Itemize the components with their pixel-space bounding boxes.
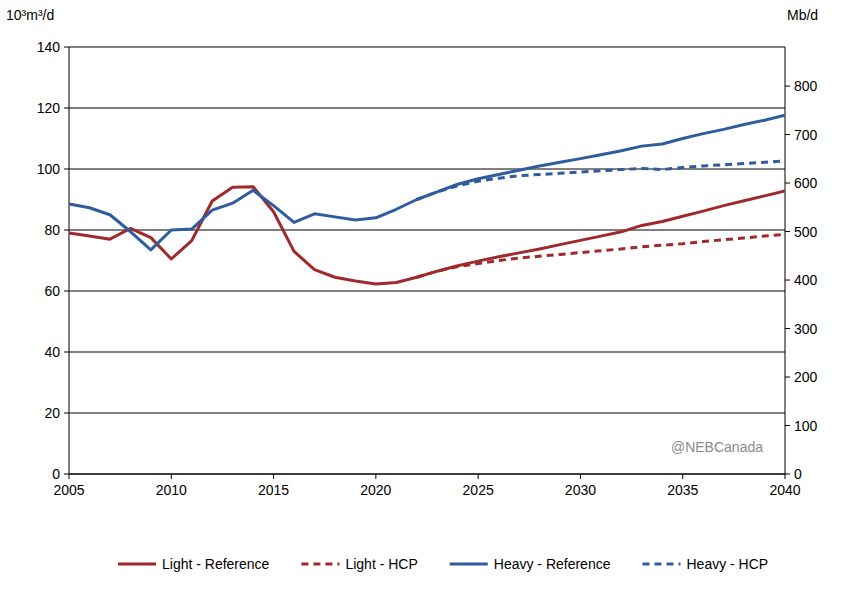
y2-tick <box>785 328 790 329</box>
y-tick-label: 120 <box>37 100 61 116</box>
x-tick <box>580 474 581 479</box>
y2-tick-label: 400 <box>794 272 818 288</box>
legend-label: Light - HCP <box>345 556 417 572</box>
series-line <box>69 187 785 284</box>
y2-tick-label: 700 <box>794 127 818 143</box>
y2-tick-label: 800 <box>794 78 818 94</box>
y-tick-label: 100 <box>37 161 61 177</box>
legend-label: Light - Reference <box>162 556 270 572</box>
y-tick <box>64 474 69 475</box>
y2-tick-label: 300 <box>794 321 818 337</box>
chart: 0204060801001201400100200300400500600700… <box>0 0 846 604</box>
legend-swatch <box>450 563 488 566</box>
legend: Light - Reference Light - HCP Heavy - Refe… <box>118 556 768 572</box>
y2-tick-label: 100 <box>794 418 818 434</box>
y2-tick <box>785 231 790 232</box>
y-tick-label: 60 <box>44 283 60 299</box>
x-tick-label: 2035 <box>667 482 698 498</box>
grid-line <box>69 413 785 414</box>
y2-tick <box>785 134 790 135</box>
y2-tick <box>785 474 790 475</box>
series-line <box>69 115 785 250</box>
grid-line <box>69 108 785 109</box>
y2-tick-label: 200 <box>794 369 818 385</box>
x-tick <box>69 474 70 479</box>
y-tick-label: 0 <box>52 466 60 482</box>
y2-axis-title: Mb/d <box>787 7 818 23</box>
y-axis-title: 10³m³/d <box>6 7 54 23</box>
grid-line <box>69 47 785 48</box>
y-tick-label: 80 <box>44 222 60 238</box>
y2-tick-label: 500 <box>794 224 818 240</box>
y-tick <box>64 413 69 414</box>
y-tick-label: 20 <box>44 405 60 421</box>
y2-tick <box>785 280 790 281</box>
y2-tick <box>785 377 790 378</box>
x-tick-label: 2010 <box>156 482 187 498</box>
legend-swatch <box>118 563 156 566</box>
grid-line <box>69 474 785 475</box>
y-tick <box>64 230 69 231</box>
x-tick-label: 2005 <box>53 482 84 498</box>
x-axis <box>69 474 785 475</box>
x-tick <box>682 474 683 479</box>
x-tick-label: 2040 <box>769 482 800 498</box>
x-tick <box>375 474 376 479</box>
plot-area <box>69 115 785 284</box>
y-tick <box>64 169 69 170</box>
y2-tick-label: 600 <box>794 175 818 191</box>
y2-tick-label: 0 <box>794 466 802 482</box>
grid-line <box>69 291 785 292</box>
y2-tick <box>785 183 790 184</box>
y-tick <box>64 291 69 292</box>
x-tick <box>273 474 274 479</box>
y-axis <box>69 47 70 474</box>
x-tick <box>171 474 172 479</box>
y2-tick <box>785 425 790 426</box>
y2-axis <box>785 47 786 474</box>
series-line <box>417 234 785 277</box>
y-tick <box>64 47 69 48</box>
watermark: @NEBCanada <box>671 439 763 455</box>
grid-line <box>69 352 785 353</box>
x-tick-label: 2015 <box>258 482 289 498</box>
legend-swatch <box>642 563 680 566</box>
y-tick-label: 40 <box>44 344 60 360</box>
x-tick <box>785 474 786 479</box>
x-tick-label: 2020 <box>360 482 391 498</box>
x-tick-label: 2030 <box>565 482 596 498</box>
y-tick <box>64 352 69 353</box>
x-tick <box>478 474 479 479</box>
legend-swatch <box>301 563 339 566</box>
y-tick-label: 140 <box>37 39 61 55</box>
series-line <box>417 161 785 199</box>
y-tick <box>64 108 69 109</box>
legend-label: Heavy - Reference <box>494 556 611 572</box>
x-tick-label: 2025 <box>463 482 494 498</box>
legend-label: Heavy - HCP <box>686 556 768 572</box>
y2-tick <box>785 86 790 87</box>
